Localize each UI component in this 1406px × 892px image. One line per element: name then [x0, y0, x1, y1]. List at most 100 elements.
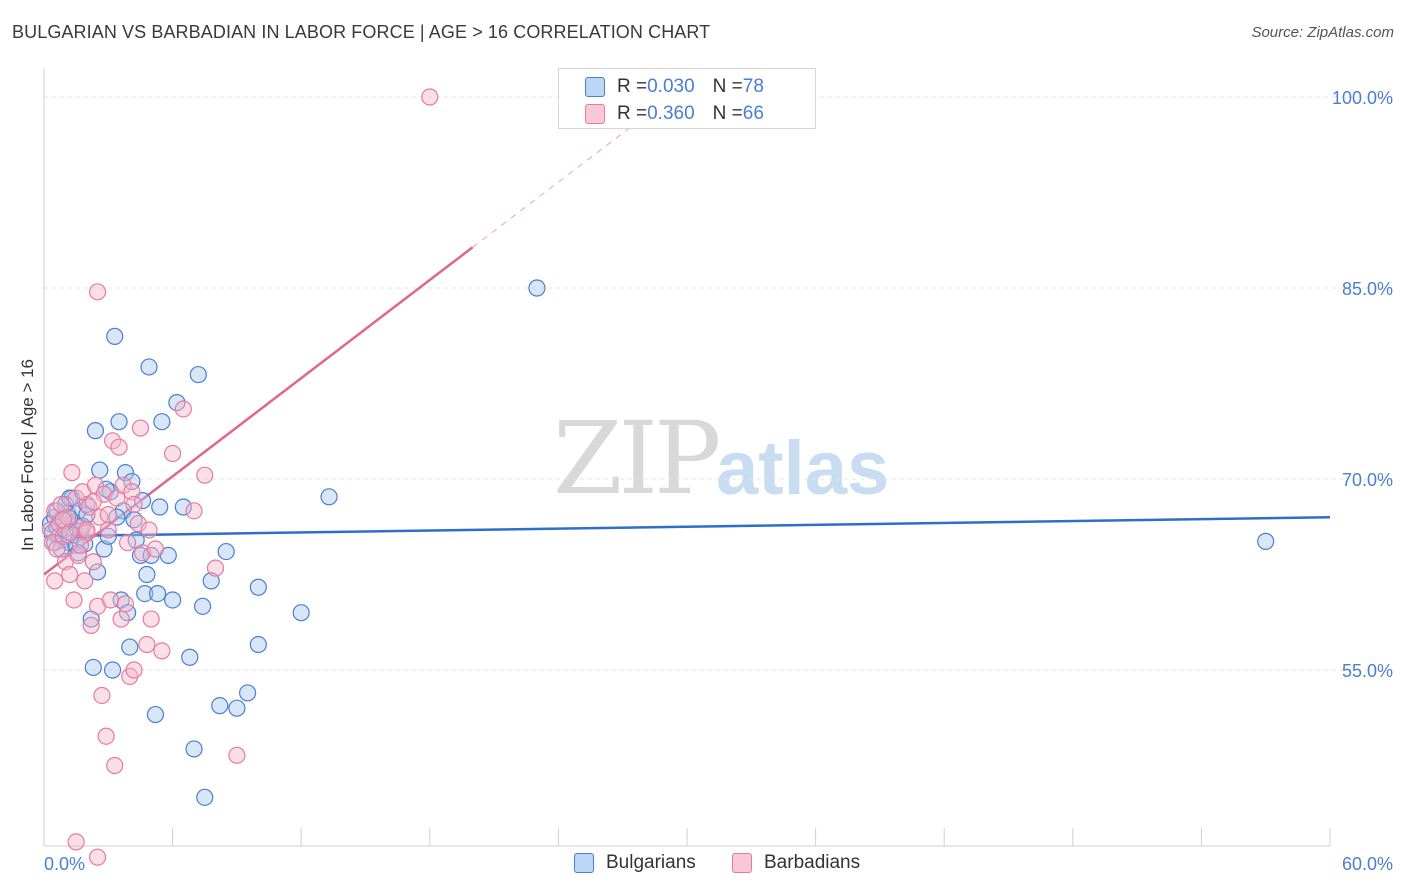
data-point-barbadian: [116, 595, 135, 613]
data-point-bulgarian: [103, 661, 122, 679]
data-point-barbadian: [103, 432, 122, 450]
data-point-bulgarian: [91, 461, 109, 479]
legend-item-barbadians[interactable]: Barbadians: [732, 852, 860, 874]
data-point-barbadian: [129, 514, 147, 533]
legend-row-barbadians: R = 0.360 N = 66: [585, 102, 764, 126]
data-point-barbadian: [146, 540, 165, 558]
data-point-barbadian: [61, 523, 79, 542]
data-point-bulgarian: [174, 498, 192, 516]
data-point-bulgarian: [140, 358, 158, 376]
data-point-barbadian: [106, 756, 124, 775]
y-tick-label: 100.0%: [1332, 88, 1393, 108]
data-point-bulgarian: [249, 578, 267, 596]
data-point-barbadian: [140, 521, 158, 539]
trend-line-bulgarians: [43, 515, 1331, 538]
data-point-barbadian: [86, 476, 105, 494]
data-point-bulgarian: [153, 413, 171, 431]
data-point-barbadian: [206, 559, 225, 577]
data-point-bulgarian: [136, 584, 154, 603]
data-point-barbadian: [88, 283, 107, 301]
data-point-barbadian: [84, 553, 102, 571]
legend-r-value: 0.360: [647, 103, 695, 124]
watermark-atlas: atlas: [716, 426, 890, 511]
data-point-bulgarian: [528, 279, 546, 297]
data-point-barbadian: [67, 489, 85, 507]
grid-lines: [44, 96, 1392, 671]
data-point-barbadian: [153, 642, 171, 660]
data-point-barbadian: [118, 534, 137, 552]
data-point-barbadian: [421, 88, 439, 106]
legend-label-bulgarians: Bulgarians: [606, 852, 696, 873]
data-point-bulgarian: [189, 365, 207, 384]
data-point-bulgarian: [228, 699, 246, 717]
data-point-barbadian: [125, 495, 143, 514]
data-point-barbadian: [65, 591, 83, 609]
data-point-barbadian: [196, 466, 214, 484]
data-point-barbadian: [63, 464, 81, 482]
legend-swatch-pink: [585, 104, 605, 124]
data-point-barbadian: [142, 610, 160, 628]
data-point-barbadian: [82, 616, 100, 635]
data-point-barbadian: [185, 502, 203, 520]
watermark-zip: ZIP: [553, 400, 721, 517]
y-tick-label: 85.0%: [1342, 279, 1393, 299]
data-point-barbadian: [46, 572, 64, 590]
trend-lines: [43, 83, 1331, 576]
tick-labels: 55.0% 70.0% 85.0% 100.0% 0.0% 60.0%: [44, 88, 1393, 874]
data-point-barbadian: [131, 419, 150, 437]
trend-line-barbadians-extension: [472, 83, 688, 248]
trend-line-barbadians: [43, 246, 474, 576]
data-point-barbadian: [138, 635, 156, 654]
x-tick-label: 60.0%: [1342, 854, 1393, 874]
data-point-bulgarian: [249, 635, 267, 654]
chart-title: BULGARIAN VS BARBADIAN IN LABOR FORCE | …: [12, 22, 711, 42]
x-tick-label: 0.0%: [44, 854, 85, 874]
y-tick-label: 70.0%: [1342, 470, 1393, 490]
data-point-barbadian: [133, 544, 152, 562]
legend-swatch-blue: [585, 77, 605, 97]
data-point-barbadian: [67, 833, 85, 851]
data-point-barbadian: [99, 521, 117, 539]
data-point-bulgarian: [84, 658, 102, 677]
data-point-bulgarian: [106, 327, 124, 345]
data-point-bulgarian: [148, 584, 167, 603]
data-point-bulgarian: [88, 563, 107, 581]
legend-r-label: R =: [617, 76, 648, 97]
points-bulgarians: [41, 279, 1275, 806]
legend-swatch-blue: [574, 853, 594, 873]
data-point-bulgarian: [164, 591, 182, 609]
data-point-bulgarian: [185, 740, 203, 758]
data-point-bulgarian: [196, 788, 214, 806]
data-point-barbadian: [114, 476, 132, 494]
data-point-bulgarian: [121, 638, 139, 656]
data-point-barbadian: [123, 483, 141, 501]
legend-n-value: 66: [742, 103, 764, 124]
source-credit: Source: ZipAtlas.com: [1251, 24, 1394, 41]
data-point-barbadian: [125, 661, 143, 679]
series-legend: Bulgarians Barbadians: [0, 852, 1406, 878]
data-point-bulgarian: [99, 527, 117, 545]
data-point-barbadian: [101, 591, 120, 609]
data-point-barbadian: [112, 610, 130, 628]
data-point-bulgarian: [151, 498, 169, 516]
data-point-bulgarian: [1257, 532, 1275, 550]
data-point-bulgarian: [211, 697, 229, 715]
data-point-barbadian: [99, 506, 117, 524]
data-point-bulgarian: [146, 705, 165, 724]
data-point-bulgarian: [292, 604, 310, 622]
data-point-barbadian: [76, 572, 94, 590]
axes: [43, 68, 1331, 847]
data-point-barbadian: [228, 746, 246, 764]
legend-swatch-pink: [732, 853, 752, 873]
legend-n-value: 78: [742, 76, 764, 97]
data-point-bulgarian: [320, 488, 338, 506]
data-point-bulgarian: [217, 542, 235, 561]
data-point-bulgarian: [181, 648, 199, 666]
legend-row-bulgarians: R = 0.030 N = 78: [585, 75, 764, 99]
legend-item-bulgarians[interactable]: Bulgarians: [574, 852, 696, 874]
data-point-bulgarian: [123, 472, 141, 491]
data-point-bulgarian: [239, 684, 257, 702]
data-point-barbadian: [88, 848, 107, 866]
data-point-barbadian: [97, 727, 115, 745]
